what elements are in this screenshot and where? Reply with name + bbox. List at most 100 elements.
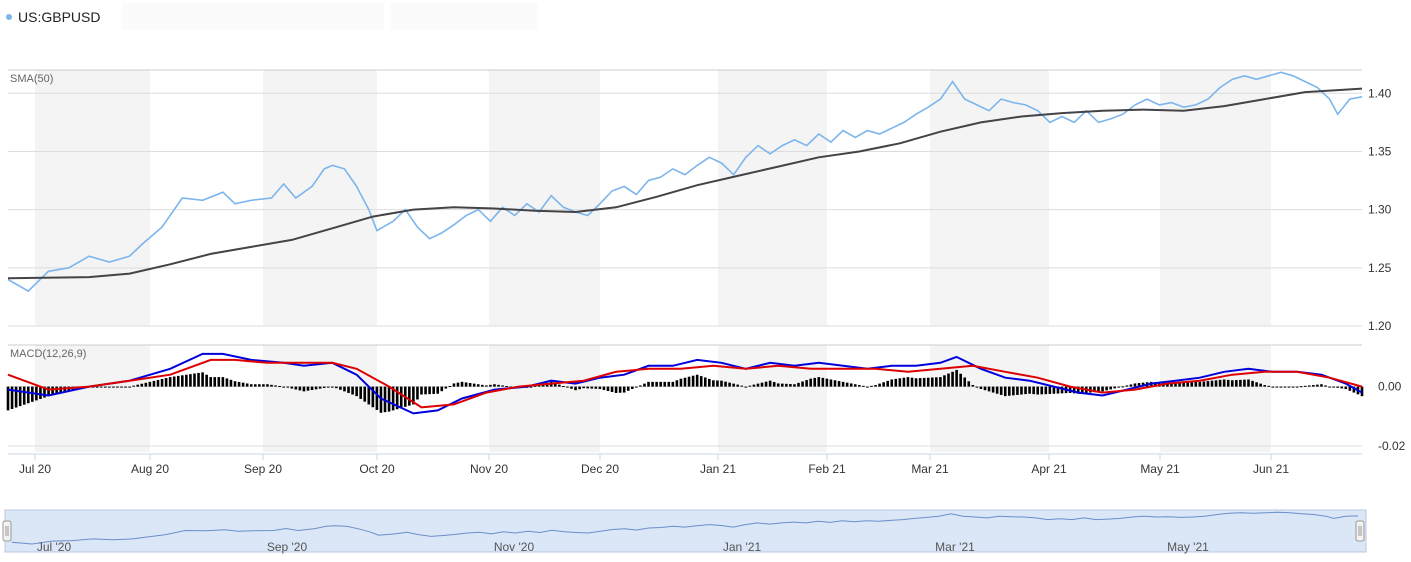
histogram-bar [720,380,723,387]
month-band [930,345,1049,452]
histogram-bar [55,386,58,395]
histogram-bar [712,380,715,387]
histogram-bar [732,383,735,387]
histogram-bar [578,386,581,390]
histogram-bar [1170,383,1173,387]
histogram-bar [728,382,731,387]
histogram-bar [999,386,1003,395]
histogram-bar [1044,386,1048,395]
histogram-bar [558,384,561,387]
histogram-bar [363,386,367,402]
x-tick-label: Dec 20 [581,462,619,476]
histogram-bar [140,383,144,387]
histogram-bar [947,373,950,387]
price-tick-label: 1.30 [1368,203,1392,217]
histogram-bar [529,386,533,388]
histogram-bar [886,380,889,387]
histogram-bar [643,383,646,387]
histogram-bar [602,386,606,390]
histogram-bar [1186,382,1189,387]
month-band [35,70,150,326]
histogram-bar [302,386,306,392]
histogram-bar [1324,385,1327,387]
histogram-bar [1299,386,1303,388]
histogram-bar [266,384,269,387]
histogram-bar [444,386,448,389]
histogram-bar [805,380,808,387]
histogram-bar [858,385,861,387]
histogram-bar [144,382,148,387]
histogram-bar [1048,386,1052,394]
histogram-bar [205,374,208,387]
histogram-bar [233,381,237,387]
histogram-bar [99,386,103,388]
histogram-bar [1097,386,1100,392]
histogram-bar [339,386,342,390]
histogram-bar [975,386,979,388]
histogram-bar [318,386,322,389]
histogram-bar [1295,386,1299,388]
histogram-bar [1133,383,1137,387]
histogram-bar [1230,380,1234,387]
month-band [489,70,600,326]
navigator-handle-left[interactable] [2,520,12,542]
histogram-bar [213,377,217,387]
histogram-bar [890,379,894,387]
histogram-bar [553,383,557,387]
histogram-bar [472,383,476,387]
navigator-handle-right[interactable] [1355,520,1365,542]
histogram-bar [355,386,358,397]
histogram-bar [31,386,34,402]
sma-panel-label: SMA(50) [10,73,53,85]
x-tick-label: Sep 20 [244,462,282,476]
histogram-bar [424,386,427,395]
histogram-bar [610,386,614,392]
histogram-bar [1303,385,1307,387]
legend-item-gbpusd[interactable]: US:GBPUSD [6,4,100,30]
histogram-bar [1024,386,1027,395]
histogram-bar [1056,386,1060,394]
histogram-bar [432,386,435,394]
x-tick-label: Jun 21 [1253,462,1289,476]
navigator-label: Sep '20 [267,540,308,554]
histogram-bar [639,385,642,387]
histogram-bar [221,377,225,387]
histogram-bar [740,385,744,387]
histogram-bar [359,386,362,399]
histogram-bar [776,383,780,387]
histogram-bar [699,376,703,387]
histogram-bar [128,386,131,388]
price-tick-label: 1.40 [1368,86,1392,100]
histogram-bar [785,383,788,387]
histogram-bar [995,386,999,394]
histogram-bar [780,383,784,387]
signal-line [7,358,1363,409]
histogram-bar [655,381,658,387]
histogram-bar [436,386,440,394]
histogram-bar [829,379,833,387]
histogram-bar [582,386,585,389]
histogram-bar [489,384,492,387]
histogram-bar [1348,386,1352,391]
histogram-bar [249,384,253,387]
histogram-bar [1036,386,1039,395]
histogram-bar [1020,386,1023,395]
histogram-bar [752,384,756,387]
histogram-bar [809,378,812,387]
histogram-bar [1202,381,1206,387]
histogram-bar [793,384,796,387]
histogram-bar [586,386,590,389]
histogram-bar [262,384,265,387]
histogram-bar [164,378,168,387]
histogram-bar [217,377,221,387]
histogram-bar [379,386,383,413]
histogram-bar [270,384,273,387]
histogram-bar [440,386,444,392]
histogram-bar [14,386,18,408]
x-tick-label: Feb 21 [808,462,846,476]
histogram-bar [237,381,241,387]
histogram-bar [1182,382,1185,387]
histogram-bar [1255,382,1258,387]
histogram-bar [963,377,967,387]
